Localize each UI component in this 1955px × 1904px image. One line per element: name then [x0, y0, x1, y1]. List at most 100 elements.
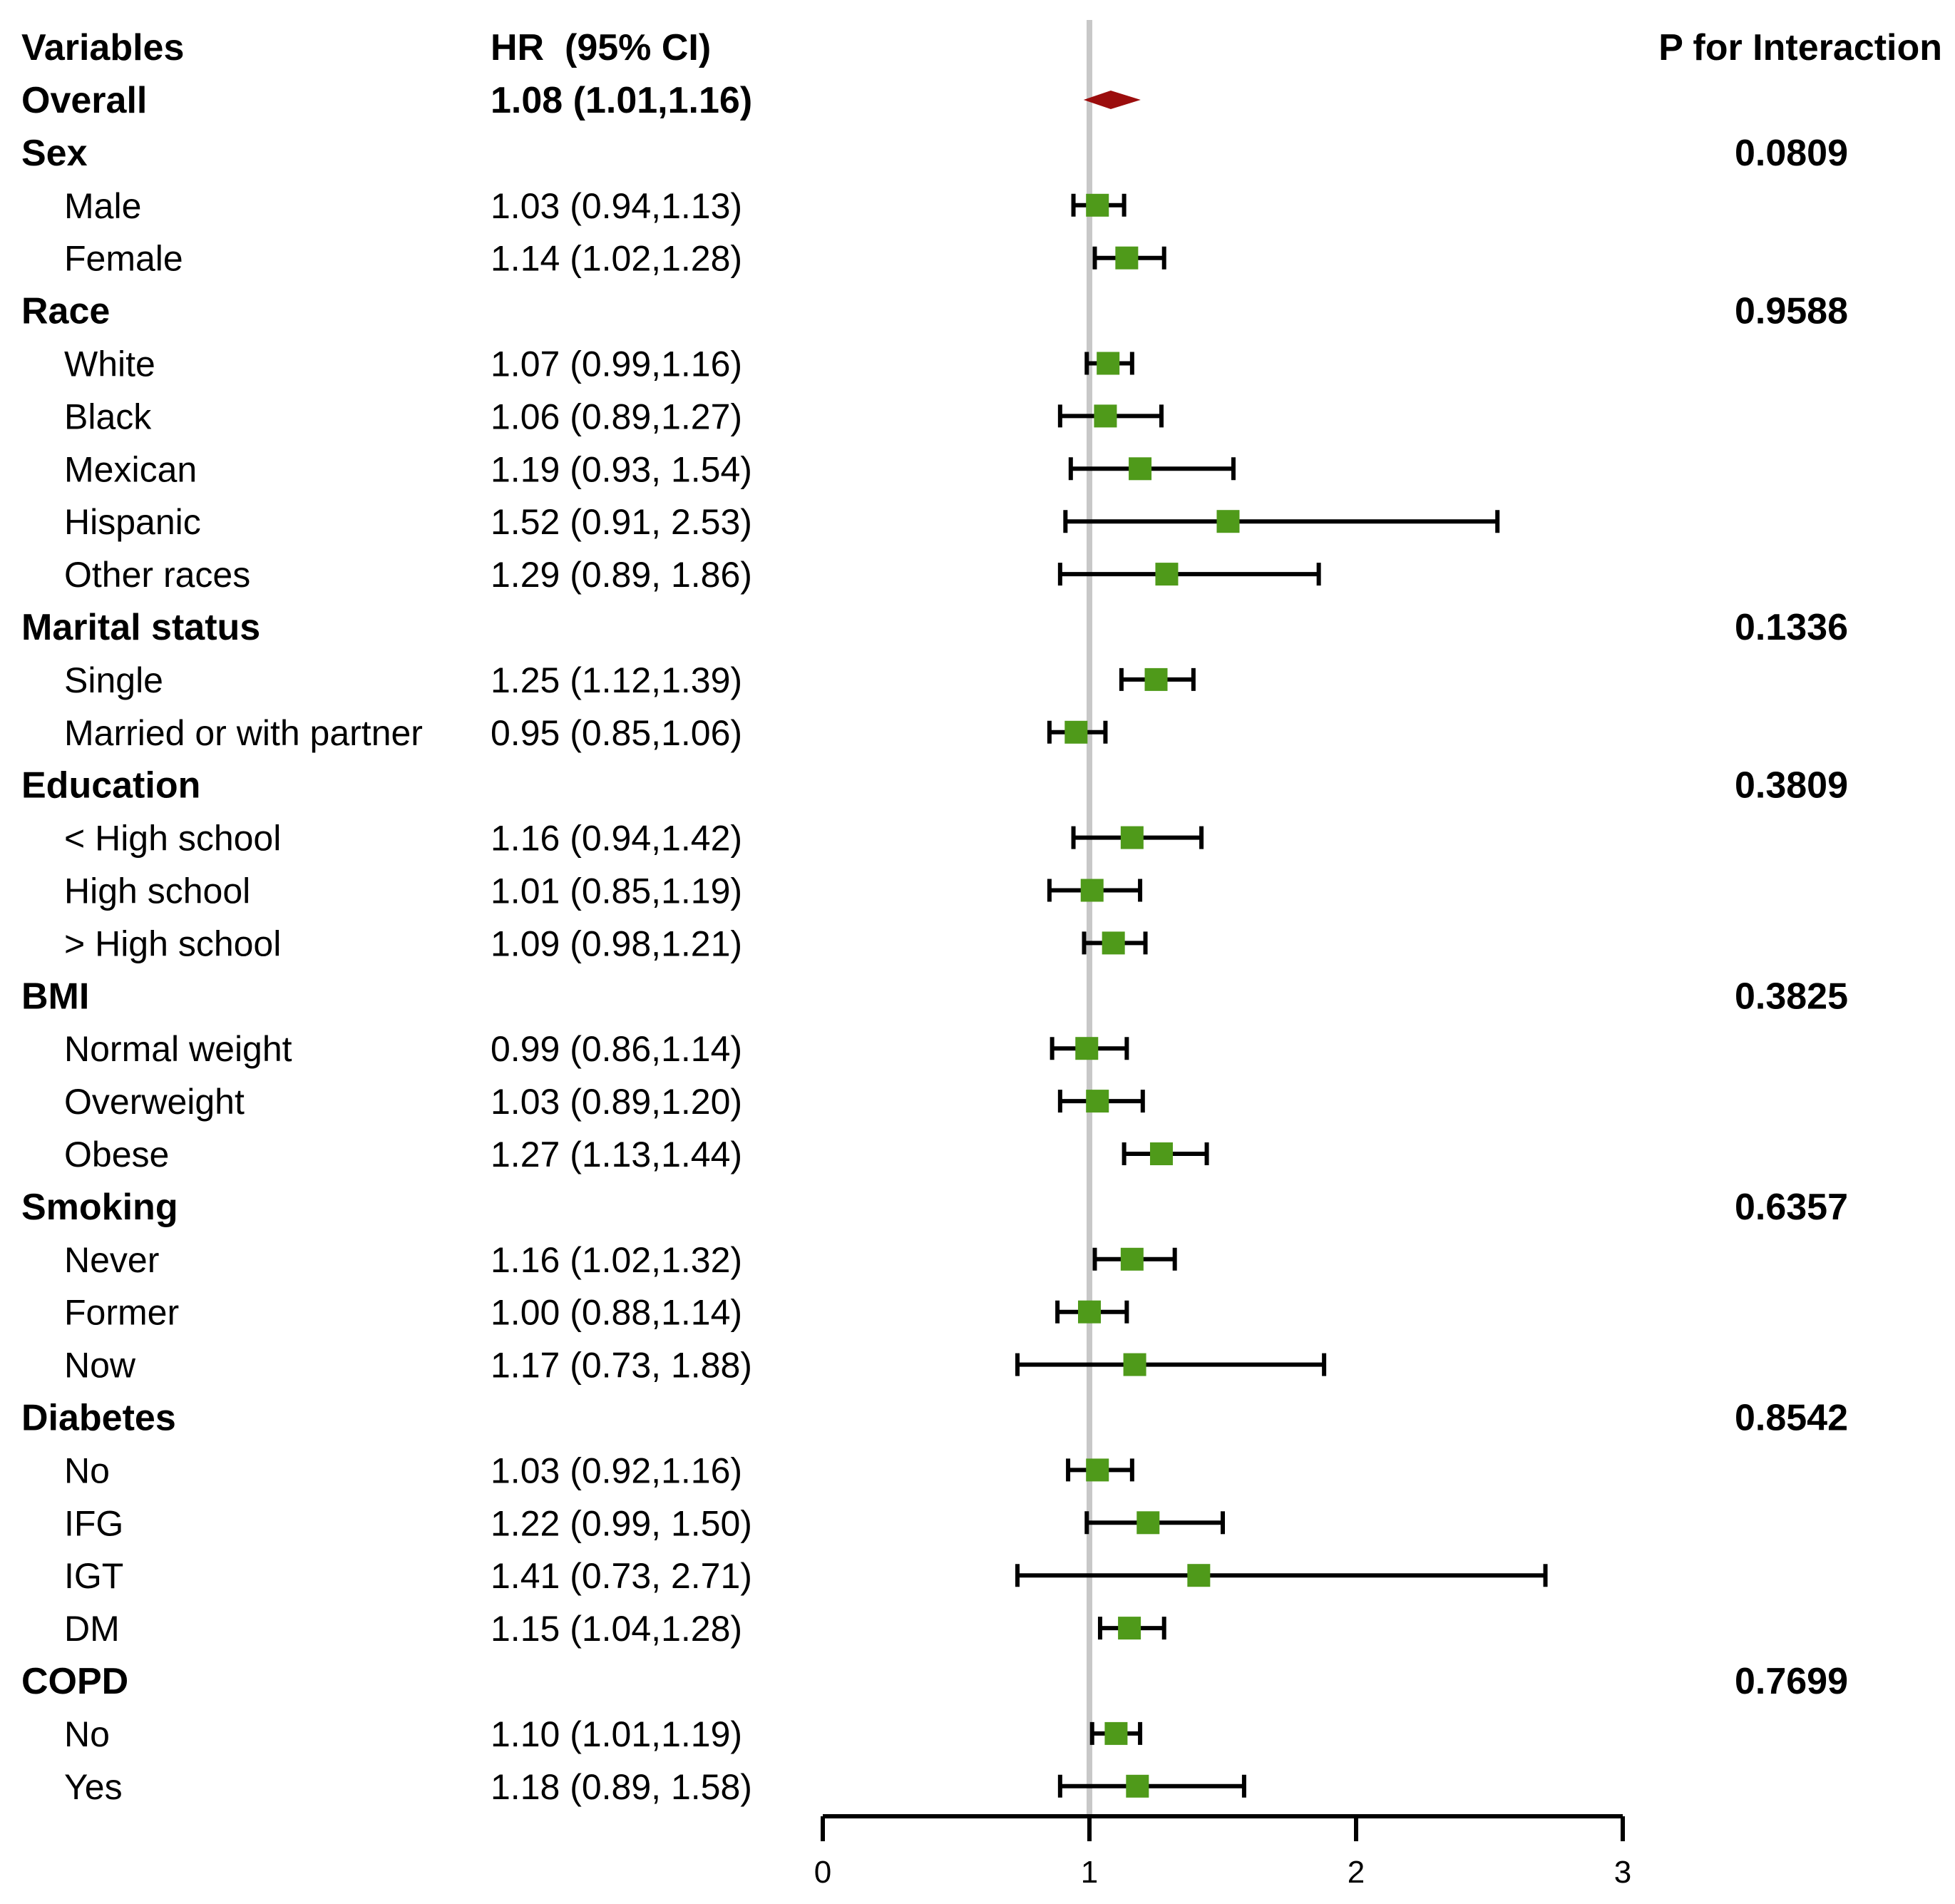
hr-text-now: 1.17 (0.73, 1.88)	[491, 1346, 752, 1386]
x-tick-label-3: 3	[1614, 1855, 1631, 1890]
hr-marker-obese	[1149, 1142, 1173, 1165]
hr-text-white: 1.07 (0.99,1.16)	[491, 344, 742, 384]
hr-text-black: 1.06 (0.89,1.27)	[491, 396, 742, 436]
hr-text-single: 1.25 (1.12,1.39)	[491, 660, 742, 700]
hr-text-married-or-with-partner: 0.95 (0.85,1.06)	[491, 713, 742, 753]
hr-text-dm: 1.15 (1.04,1.28)	[491, 1609, 742, 1649]
row-label-high-school: High school	[64, 871, 250, 911]
hr-marker-female	[1115, 246, 1139, 270]
hr-marker-high-school	[1120, 826, 1144, 849]
hr-marker-male	[1086, 193, 1109, 217]
row-label-yes: Yes	[64, 1767, 123, 1807]
hr-marker-no	[1086, 1458, 1109, 1482]
p-value-race: 0.9588	[1735, 291, 1848, 332]
hr-text-igt: 1.41 (0.73, 2.71)	[491, 1556, 752, 1596]
hr-text-yes: 1.18 (0.89, 1.58)	[491, 1767, 752, 1807]
row-label-overweight: Overweight	[64, 1082, 245, 1122]
hr-text-no: 1.03 (0.92,1.16)	[491, 1450, 742, 1490]
hr-text-female: 1.14 (1.02,1.28)	[491, 239, 742, 279]
hr-marker-no	[1104, 1721, 1128, 1745]
hr-marker-never	[1120, 1247, 1144, 1271]
x-tick-label-2: 2	[1348, 1855, 1365, 1890]
x-axis: 0 1 2 3	[814, 1814, 1631, 1890]
header-variables: Variables	[21, 27, 184, 68]
hr-marker-mexican	[1129, 457, 1152, 481]
row-label-former: Former	[64, 1293, 179, 1333]
p-value-copd: 0.7699	[1735, 1661, 1848, 1702]
p-value-sex: 0.0809	[1735, 133, 1848, 174]
row-label-female: Female	[64, 239, 183, 279]
hr-text-obese: 1.27 (1.13,1.44)	[491, 1135, 742, 1174]
row-label-high-school: < High school	[64, 819, 281, 859]
hr-text-normal-weight: 0.99 (0.86,1.14)	[491, 1029, 742, 1069]
hr-text-high-school: 1.16 (0.94,1.42)	[491, 819, 742, 859]
hr-marker-dm	[1118, 1617, 1141, 1640]
hr-text-high-school: 1.09 (0.98,1.21)	[491, 923, 742, 963]
group-label-sex: Sex	[21, 133, 88, 174]
header-p-interaction: P for Interaction	[1658, 27, 1942, 68]
row-label-mexican: Mexican	[64, 449, 197, 489]
row-label-dm: DM	[64, 1609, 120, 1649]
hr-text-no: 1.10 (1.01,1.19)	[491, 1714, 742, 1754]
group-label-education: Education	[21, 765, 200, 807]
hr-marker-yes	[1126, 1774, 1149, 1798]
group-label-bmi: BMI	[21, 976, 89, 1017]
hr-marker-overweight	[1086, 1090, 1109, 1113]
hr-marker-hispanic	[1216, 510, 1240, 533]
row-label-now: Now	[64, 1346, 136, 1386]
hr-marker-black	[1094, 404, 1117, 428]
row-label-hispanic: Hispanic	[64, 502, 201, 542]
x-tick-label-1: 1	[1081, 1855, 1098, 1890]
p-value-smoking: 0.6357	[1735, 1187, 1848, 1228]
hr-text-ifg: 1.22 (0.99, 1.50)	[491, 1503, 752, 1543]
hr-marker-igt	[1187, 1564, 1211, 1587]
row-label-no: No	[64, 1450, 110, 1490]
p-value-education: 0.3809	[1735, 765, 1848, 807]
row-label-male: Male	[64, 186, 141, 226]
row-label-black: Black	[64, 396, 152, 436]
p-value-marital-status: 0.1336	[1735, 607, 1848, 648]
group-label-smoking: Smoking	[21, 1187, 178, 1228]
hr-text-never: 1.16 (1.02,1.32)	[491, 1240, 742, 1280]
group-label-marital-status: Marital status	[21, 607, 260, 648]
group-label-diabetes: Diabetes	[21, 1398, 176, 1439]
hr-text-overall: 1.08 (1.01,1.16)	[491, 80, 752, 121]
row-label-igt: IGT	[64, 1556, 123, 1596]
row-label-married-or-with-partner: Married or with partner	[64, 713, 423, 753]
p-value-diabetes: 0.8542	[1735, 1398, 1848, 1439]
overall-label-overall: Overall	[21, 80, 147, 121]
hr-text-other-races: 1.29 (0.89, 1.86)	[491, 555, 752, 595]
hr-marker-former	[1078, 1300, 1101, 1324]
row-label-single: Single	[64, 660, 163, 700]
hr-text-overweight: 1.03 (0.89,1.20)	[491, 1082, 742, 1122]
x-tick-label-0: 0	[814, 1855, 831, 1890]
hr-text-male: 1.03 (0.94,1.13)	[491, 186, 742, 226]
row-label-ifg: IFG	[64, 1503, 123, 1543]
row-label-obese: Obese	[64, 1135, 169, 1174]
group-label-copd: COPD	[21, 1661, 128, 1702]
hr-text-hispanic: 1.52 (0.91, 2.53)	[491, 502, 752, 542]
row-label-never: Never	[64, 1240, 159, 1280]
header-hr: HR (95% CI)	[491, 27, 711, 68]
p-value-bmi: 0.3825	[1735, 976, 1848, 1017]
hr-marker-white	[1097, 352, 1120, 375]
overall-diamond	[1083, 91, 1141, 109]
hr-marker-married-or-with-partner	[1064, 720, 1088, 744]
row-label-other-races: Other races	[64, 555, 250, 595]
row-label-high-school: > High school	[64, 923, 281, 963]
hr-marker-now	[1123, 1353, 1146, 1376]
forest-rows: Overall 1.08 (1.01,1.16) Sex 0.0809 Male 1.03…	[21, 80, 1848, 1807]
hr-marker-other-races	[1155, 563, 1179, 586]
hr-text-high-school: 1.01 (0.85,1.19)	[491, 871, 742, 911]
row-label-normal-weight: Normal weight	[64, 1029, 292, 1069]
group-label-race: Race	[21, 291, 110, 332]
row-label-white: White	[64, 344, 155, 384]
hr-marker-high-school	[1102, 931, 1125, 955]
hr-text-mexican: 1.19 (0.93, 1.54)	[491, 449, 752, 489]
hr-text-former: 1.00 (0.88,1.14)	[491, 1293, 742, 1333]
hr-marker-single	[1144, 667, 1168, 691]
row-label-no: No	[64, 1714, 110, 1754]
hr-marker-normal-weight	[1075, 1037, 1099, 1060]
hr-marker-ifg	[1136, 1511, 1160, 1535]
